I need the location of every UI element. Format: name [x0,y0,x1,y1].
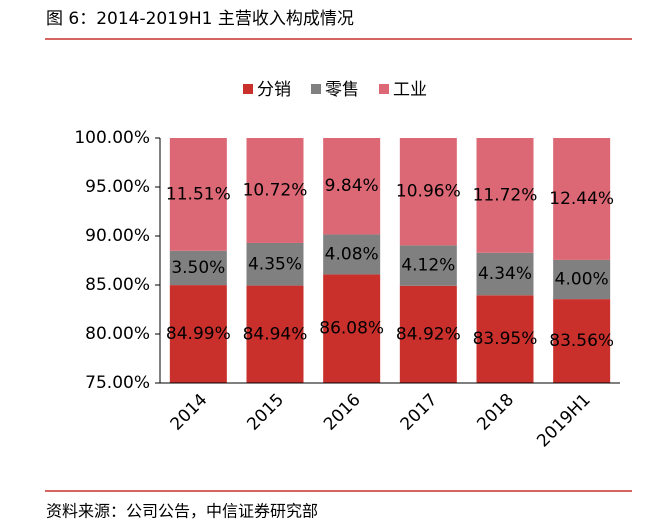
bar-segment [246,285,304,383]
x-tick-label: 2016 [320,390,365,435]
data-label: 4.34% [478,264,532,284]
bar-segment [553,299,611,383]
legend-label: 零售 [325,80,359,100]
data-label: 84.94% [243,324,308,344]
data-label: 4.12% [401,256,455,276]
data-label: 83.95% [473,329,538,349]
y-tick-label: 75.00% [85,373,150,393]
x-tick-label: 2015 [243,390,288,435]
data-label: 10.96% [396,182,461,202]
bar-segment [476,295,534,383]
bar-segment [476,252,534,296]
bar-segment [246,138,304,243]
data-label: 10.72% [243,180,308,200]
bar-segment [399,245,457,286]
y-tick-label: 80.00% [85,324,150,344]
x-tick-label: 2018 [473,390,518,435]
bar-segment [323,138,381,235]
data-label: 11.72% [473,185,538,205]
bar-segment [553,259,611,300]
bar-segment [399,285,457,383]
data-label: 3.50% [171,258,225,278]
y-tick-label: 100.00% [74,128,150,148]
legend-label: 工业 [393,80,427,100]
x-tick-label: 2019H1 [533,390,594,451]
bar-segment [323,274,381,383]
data-label: 11.51% [166,184,231,204]
bar-segment [169,138,227,251]
data-label: 84.92% [396,324,461,344]
bar-segment [323,234,381,275]
bar-segment [246,242,304,286]
bar-segment [169,250,227,286]
data-label: 12.44% [549,189,614,209]
bar-segment [553,138,611,260]
data-label: 83.56% [549,331,614,351]
y-tick-label: 90.00% [85,226,150,246]
data-label: 86.08% [319,319,384,339]
data-label: 4.35% [248,254,302,274]
legend-label: 分销 [257,80,291,100]
data-label: 4.08% [325,244,379,264]
legend-swatch [311,84,321,94]
legend-swatch [243,84,253,94]
bar-segment [169,285,227,383]
x-tick-label: 2014 [167,390,212,435]
bar-segment [399,138,457,246]
data-label: 84.99% [166,324,231,344]
source: 资料来源：公司公告，中信证券研究部 [46,502,318,521]
data-label: 4.00% [555,270,609,290]
data-label: 9.84% [325,176,379,196]
bar-segment [476,138,534,253]
legend-swatch [379,84,389,94]
page-title: 图 6：2014-2019H1 主营收入构成情况 [46,9,354,29]
y-tick-label: 85.00% [85,275,150,295]
y-tick-label: 95.00% [85,177,150,197]
x-tick-label: 2017 [397,390,442,435]
